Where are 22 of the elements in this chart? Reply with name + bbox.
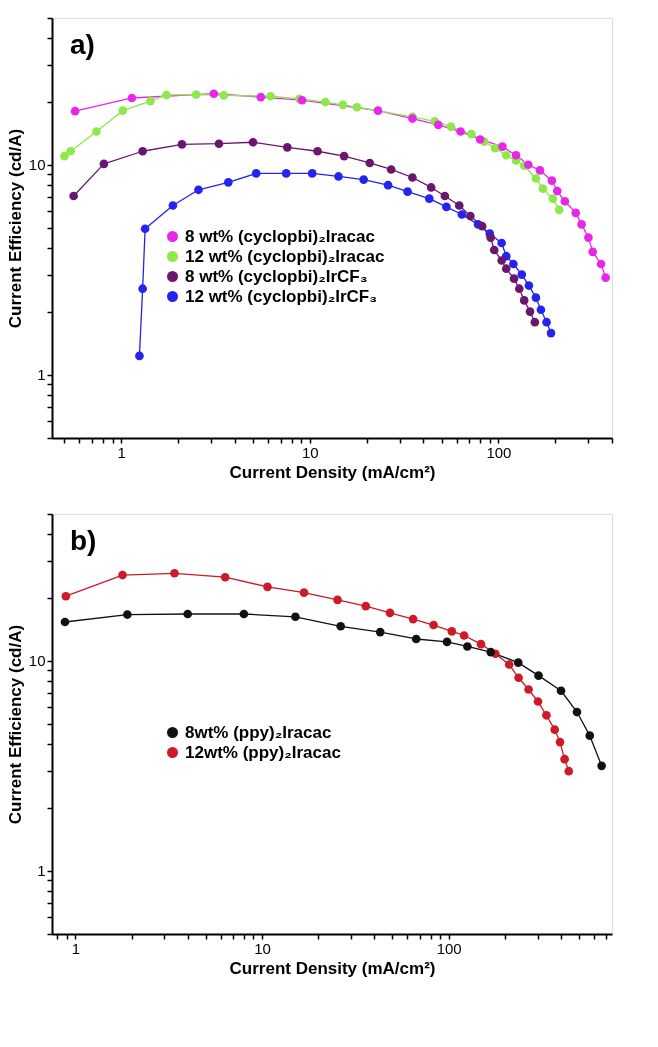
legend-label: 12 wt% (cyclopbi)₂Iracac [185, 246, 385, 266]
x-tick-label: 10 [301, 443, 319, 461]
legend-label: 12 wt% (cyclopbi)₂IrCF₃ [185, 286, 378, 306]
x-axis-title: Current Density (mA/cm²) [229, 462, 436, 482]
legend-label: 8 wt% (cyclopbi)₂IrCF₃ [185, 266, 368, 286]
y-tick-label: 10 [28, 156, 46, 174]
y-axis-title: Current Efficiency (cd/A) [5, 128, 25, 329]
y-tick-label: 1 [37, 366, 46, 384]
x-tick-label: 100 [486, 443, 512, 461]
legend-label: 12wt% (ppy)₂Iracac [185, 742, 341, 762]
annotation: a) [70, 29, 95, 60]
y-tick-label: 10 [28, 652, 46, 670]
legend-label: 8 wt% (cyclopbi)₂Iracac [185, 226, 375, 246]
x-axis-title: Current Density (mA/cm²) [229, 958, 436, 978]
x-tick-label: 100 [436, 939, 462, 957]
y-tick-label: 1 [37, 862, 46, 880]
x-tick-label: 10 [254, 939, 271, 957]
y-axis-title: Current Efficiency (cd/A) [5, 624, 25, 825]
x-tick-label: 1 [71, 939, 80, 957]
legend-label: 8wt% (ppy)₂Iracac [185, 722, 332, 742]
x-tick-label: 1 [117, 443, 126, 461]
annotation: b) [70, 525, 97, 556]
